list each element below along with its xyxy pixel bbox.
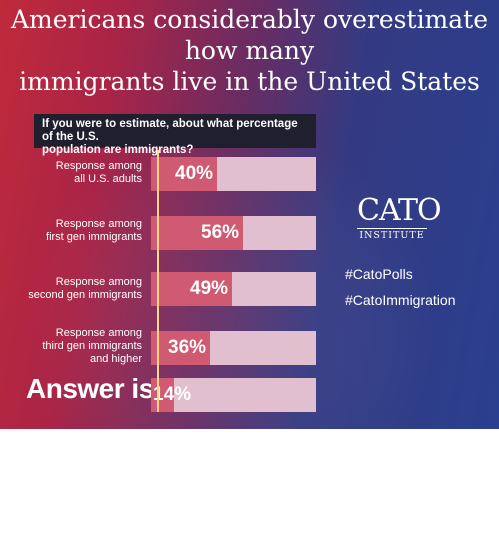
bar-chart: Response among all U.S. adults Response … xyxy=(10,150,316,412)
question-line-1: If you were to estimate, about what perc… xyxy=(42,118,298,143)
value-label-third-gen: 36% xyxy=(168,337,207,358)
actual-value-marker-line xyxy=(157,150,159,412)
bar-second-gen xyxy=(151,272,232,306)
value-label-answer: 14% xyxy=(153,384,192,405)
question-line-2: population are immigrants? xyxy=(42,144,194,156)
cato-institute-logo: CATO INSTITUTE xyxy=(357,193,442,241)
category-label-line: Response among xyxy=(55,160,142,172)
bar-track-third-gen: 36% xyxy=(151,331,316,365)
category-label-line: third gen immigrants xyxy=(42,340,142,352)
category-label-line: Response among xyxy=(55,327,142,339)
value-label-second-gen: 49% xyxy=(190,278,229,299)
hashtag-cato-immigration: #CatoImmigration xyxy=(345,292,456,308)
category-label-line: first gen immigrants xyxy=(46,231,142,243)
bar-first-gen xyxy=(151,216,243,250)
category-label-third-gen: Response among third gen immigrants and … xyxy=(10,327,142,366)
bar-track-second-gen: 49% xyxy=(151,272,316,306)
category-label-line: all U.S. adults xyxy=(74,173,142,185)
category-label-all-adults: Response among all U.S. adults xyxy=(10,160,142,186)
bar-track-first-gen: 56% xyxy=(151,216,316,250)
logo-word: CATO xyxy=(357,193,442,228)
answer-label: Answer is xyxy=(26,373,154,404)
bar-track-answer: 14% xyxy=(151,378,316,412)
bar-track-all-adults: 40% xyxy=(151,157,316,191)
bar-all-adults xyxy=(151,157,217,191)
logo-sub: INSTITUTE xyxy=(357,228,427,241)
category-label-line: Response among xyxy=(55,276,142,288)
category-label-line: Response among xyxy=(55,218,142,230)
question-box: If you were to estimate, about what perc… xyxy=(34,114,316,156)
value-label-first-gen: 56% xyxy=(201,222,240,243)
title-line-1: Americans considerably overestimate how … xyxy=(10,5,489,65)
title-line-2: immigrants live in the United States xyxy=(19,67,480,96)
chart-title: Americans considerably overestimate how … xyxy=(0,4,499,97)
category-label-line: second gen immigrants xyxy=(28,289,142,301)
category-label-second-gen: Response among second gen immigrants xyxy=(10,276,142,302)
bar-answer xyxy=(151,378,174,412)
category-label-first-gen: Response among first gen immigrants xyxy=(10,218,142,244)
hashtag-cato-polls: #CatoPolls xyxy=(345,266,413,282)
value-label-all-adults: 40% xyxy=(175,163,214,184)
bar-third-gen xyxy=(151,331,210,365)
category-label-line: and higher xyxy=(90,353,142,365)
